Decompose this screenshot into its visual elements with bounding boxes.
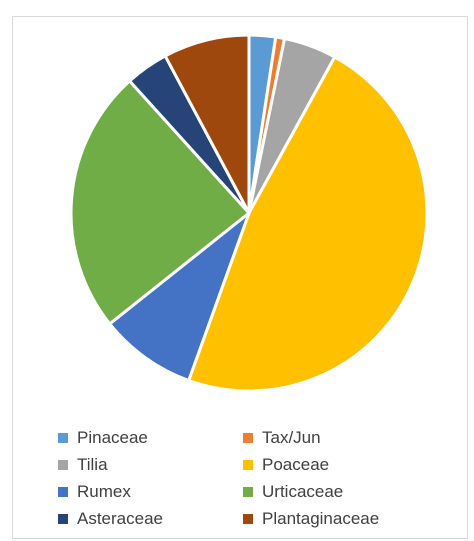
- legend-item: Poaceae: [243, 453, 443, 477]
- pie-slice-urticaceae: [69, 79, 251, 326]
- legend-swatch: [58, 487, 68, 497]
- legend-label: Pinaceae: [77, 428, 148, 447]
- legend-swatch: [58, 433, 68, 443]
- legend-item: Rumex: [58, 480, 243, 504]
- legend-swatch: [58, 514, 68, 524]
- legend: Pinaceae Tax/Jun Tilia Poaceae Rumex Urt…: [58, 426, 458, 531]
- legend-swatch: [243, 433, 253, 443]
- legend-label: Urticaceae: [262, 482, 344, 501]
- legend-label: Tax/Jun: [262, 428, 321, 447]
- legend-swatch: [58, 460, 68, 470]
- legend-item: Urticaceae: [243, 480, 443, 504]
- legend-label: Plantaginaceae: [262, 509, 380, 528]
- legend-swatch: [243, 487, 253, 497]
- legend-item: Tax/Jun: [243, 426, 443, 450]
- pie-slice-poaceae: [187, 55, 429, 393]
- legend-item: Plantaginaceae: [243, 507, 443, 531]
- legend-item: Asteraceae: [58, 507, 243, 531]
- pie-slice-plantaginaceae: [163, 33, 251, 215]
- legend-label: Asteraceae: [77, 509, 163, 528]
- pie-slice-rumex: [108, 211, 251, 382]
- legend-label: Poaceae: [262, 455, 330, 474]
- legend-item: Pinaceae: [58, 426, 243, 450]
- legend-swatch: [243, 460, 253, 470]
- legend-label: Tilia: [77, 455, 108, 474]
- legend-item: Tilia: [58, 453, 243, 477]
- legend-swatch: [243, 514, 253, 524]
- legend-label: Rumex: [77, 482, 131, 501]
- pie-slices: [69, 33, 429, 393]
